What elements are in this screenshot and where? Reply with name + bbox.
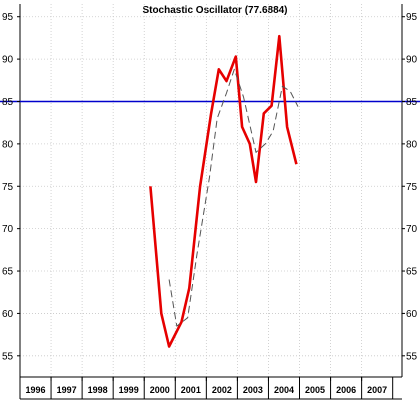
series-group [149, 34, 299, 348]
y-tick-label: 65 [406, 267, 418, 278]
x-tick-label: 2005 [305, 385, 325, 395]
y-tick-label: 85 [406, 97, 418, 108]
x-tick-label: 1996 [26, 385, 46, 395]
y-tick-label: 90 [2, 55, 14, 66]
y-tick-label: 75 [406, 182, 418, 193]
y-tick-label: 90 [406, 55, 418, 66]
x-tick-label: 2003 [243, 385, 263, 395]
y-tick-label: 70 [2, 224, 14, 235]
y-tick-label: 65 [2, 267, 14, 278]
x-tick-label: 1998 [88, 385, 108, 395]
y-tick-label: 95 [406, 12, 418, 23]
y-axis-left: 55 60 65 70 75 80 85 90 95 [2, 12, 20, 362]
y-tick-label: 80 [406, 139, 418, 150]
x-tick-label: 2000 [150, 385, 170, 395]
y-tick-label: 60 [406, 309, 418, 320]
x-tick-label: 2007 [367, 385, 387, 395]
x-tick-label: 2001 [181, 385, 201, 395]
x-tick-label: 1999 [119, 385, 139, 395]
signal-line [168, 68, 299, 327]
y-tick-label: 55 [2, 351, 14, 362]
x-tick-label: 1997 [57, 385, 77, 395]
y-tick-label: 75 [2, 182, 14, 193]
x-tick-label: 2004 [274, 385, 294, 395]
chart-title: Stochastic Oscillator (77.6884) [142, 5, 287, 16]
y-tick-label: 95 [2, 12, 14, 23]
oscillator-line [149, 34, 298, 348]
y-tick-label: 85 [2, 97, 14, 108]
x-tick-label: 2002 [212, 385, 232, 395]
grid [19, 4, 402, 377]
y-axis-right: 55 60 65 70 75 80 85 90 95 [402, 12, 418, 362]
x-axis: 1996 1997 1998 1999 2000 2001 2002 2003 2004 2005… [19, 377, 394, 399]
y-tick-label: 55 [406, 351, 418, 362]
y-tick-label: 70 [406, 224, 418, 235]
plot-frame [19, 4, 403, 400]
y-tick-label: 60 [2, 309, 14, 320]
y-tick-label: 80 [2, 139, 14, 150]
x-tick-label: 2006 [336, 385, 356, 395]
